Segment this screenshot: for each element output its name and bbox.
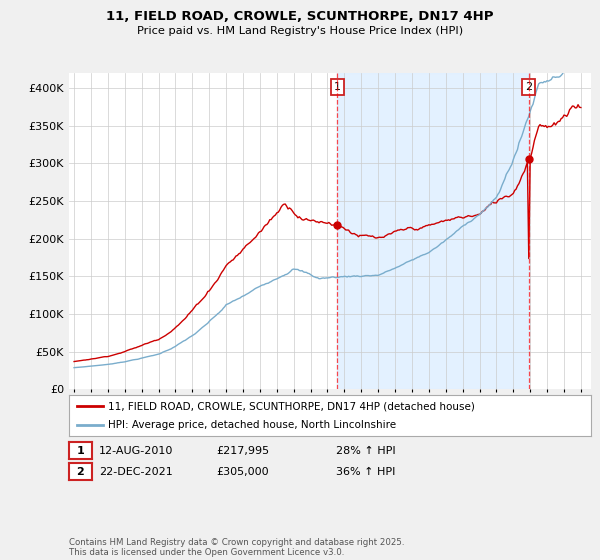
Text: 1: 1 — [334, 82, 341, 92]
Text: HPI: Average price, detached house, North Lincolnshire: HPI: Average price, detached house, Nort… — [108, 420, 396, 430]
Text: 22-DEC-2021: 22-DEC-2021 — [99, 466, 173, 477]
Bar — [337, 73, 529, 389]
Text: 2: 2 — [77, 466, 84, 477]
Text: 28% ↑ HPI: 28% ↑ HPI — [336, 446, 395, 456]
Text: £305,000: £305,000 — [216, 466, 269, 477]
Text: 12-AUG-2010: 12-AUG-2010 — [99, 446, 173, 456]
Text: 11, FIELD ROAD, CROWLE, SCUNTHORPE, DN17 4HP (detached house): 11, FIELD ROAD, CROWLE, SCUNTHORPE, DN17… — [108, 402, 475, 411]
Text: 36% ↑ HPI: 36% ↑ HPI — [336, 466, 395, 477]
Text: 11, FIELD ROAD, CROWLE, SCUNTHORPE, DN17 4HP: 11, FIELD ROAD, CROWLE, SCUNTHORPE, DN17… — [106, 10, 494, 23]
Text: 1: 1 — [77, 446, 84, 456]
Text: Price paid vs. HM Land Registry's House Price Index (HPI): Price paid vs. HM Land Registry's House … — [137, 26, 463, 36]
Text: £217,995: £217,995 — [216, 446, 269, 456]
Text: 2: 2 — [525, 82, 532, 92]
Text: Contains HM Land Registry data © Crown copyright and database right 2025.
This d: Contains HM Land Registry data © Crown c… — [69, 538, 404, 557]
